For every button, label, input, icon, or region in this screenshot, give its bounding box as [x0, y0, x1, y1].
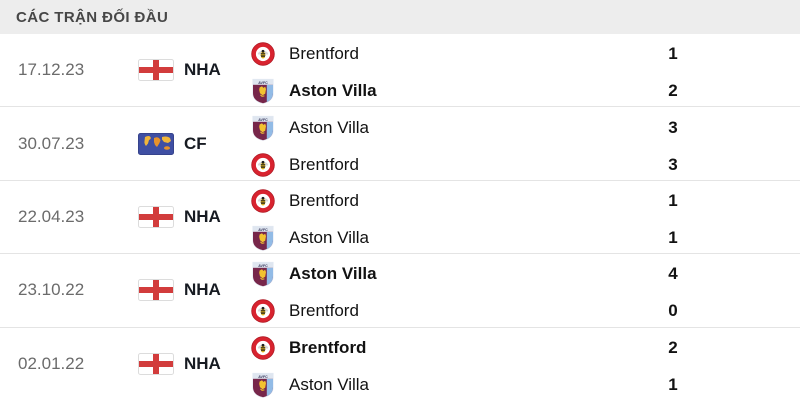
team-score: 4 [668, 264, 678, 284]
brentford-crest-icon [250, 189, 276, 213]
match-date: 17.12.23 [18, 60, 85, 80]
team-name: Brentford [289, 154, 359, 174]
england-flag-icon [138, 353, 174, 375]
team-name: Brentford [289, 337, 367, 357]
team-score: 1 [668, 374, 678, 394]
england-flag-icon [138, 206, 174, 228]
team-score: 1 [668, 191, 678, 211]
match-row: 17.12.23 NHA Brentford 1 Aston Villa 2 [0, 34, 800, 108]
row-spacer [686, 34, 800, 106]
team-row: Brentford 1 [250, 188, 686, 214]
match-date: 30.07.23 [18, 133, 85, 153]
team-row: Aston Villa 3 [250, 115, 686, 141]
england-flag-icon [138, 59, 174, 81]
brentford-crest-icon [250, 153, 276, 177]
match-date: 02.01.22 [18, 353, 85, 373]
match-row: 23.10.22 NHA Aston Villa 4 Brentford 0 [0, 254, 800, 328]
team-name: Aston Villa [289, 117, 370, 137]
brentford-crest-icon [250, 336, 276, 360]
world-map-flag-icon [138, 133, 174, 155]
competition-label: NHA [184, 280, 221, 300]
panel-header: CÁC TRẬN ĐỐI ĐẦU [0, 0, 800, 34]
team-row: Aston Villa 1 [250, 372, 686, 398]
row-spacer [686, 181, 800, 253]
competition-cell: NHA [122, 328, 250, 400]
teams-cell: Aston Villa 4 Brentford 0 [250, 254, 686, 326]
match-row: 30.07.23 CF Aston Villa 3 Brentford 3 [0, 107, 800, 181]
team-name: Brentford [289, 44, 359, 64]
competition-label: CF [184, 133, 207, 153]
match-row: 02.01.22 NHA Brentford 2 Aston Villa 1 [0, 327, 800, 400]
team-row: Brentford 2 [250, 335, 686, 361]
team-name: Aston Villa [289, 81, 377, 101]
team-name: Brentford [289, 191, 359, 211]
team-score: 0 [668, 301, 678, 321]
team-name: Aston Villa [289, 374, 370, 394]
brentford-crest-icon [250, 42, 276, 66]
aston-villa-crest-icon [250, 225, 276, 251]
aston-villa-crest-icon [250, 78, 276, 104]
competition-label: NHA [184, 60, 221, 80]
team-score: 1 [668, 228, 678, 248]
aston-villa-crest-icon [250, 372, 276, 398]
team-score: 3 [668, 117, 678, 137]
teams-cell: Aston Villa 3 Brentford 3 [250, 107, 686, 179]
competition-cell: NHA [122, 34, 250, 106]
match-list: 17.12.23 NHA Brentford 1 Aston Villa 2 [0, 34, 800, 400]
team-row: Brentford 0 [250, 298, 686, 324]
match-date: 22.04.23 [18, 207, 85, 227]
team-row: Brentford 1 [250, 41, 686, 67]
team-name: Aston Villa [289, 264, 377, 284]
match-row: 22.04.23 NHA Brentford 1 Aston Villa 1 [0, 180, 800, 255]
competition-cell: NHA [122, 181, 250, 253]
team-score: 2 [668, 81, 678, 101]
teams-cell: Brentford 2 Aston Villa 1 [250, 328, 686, 400]
teams-cell: Brentford 1 Aston Villa 1 [250, 181, 686, 253]
team-name: Aston Villa [289, 228, 370, 248]
row-spacer [686, 328, 800, 400]
team-score: 1 [668, 44, 678, 64]
row-spacer [686, 107, 800, 179]
england-flag-icon [138, 279, 174, 301]
team-row: Aston Villa 4 [250, 261, 686, 287]
match-date: 23.10.22 [18, 280, 85, 300]
team-row: Aston Villa 2 [250, 78, 686, 104]
team-score: 2 [668, 337, 678, 357]
team-row: Aston Villa 1 [250, 225, 686, 251]
row-spacer [686, 254, 800, 326]
aston-villa-crest-icon [250, 115, 276, 141]
team-score: 3 [668, 154, 678, 174]
panel-title: CÁC TRẬN ĐỐI ĐẦU [16, 8, 169, 26]
teams-cell: Brentford 1 Aston Villa 2 [250, 34, 686, 106]
team-name: Brentford [289, 301, 359, 321]
aston-villa-crest-icon [250, 261, 276, 287]
competition-cell: CF [122, 107, 250, 179]
competition-label: NHA [184, 207, 221, 227]
competition-label: NHA [184, 353, 221, 373]
team-row: Brentford 3 [250, 152, 686, 178]
brentford-crest-icon [250, 299, 276, 323]
competition-cell: NHA [122, 254, 250, 326]
